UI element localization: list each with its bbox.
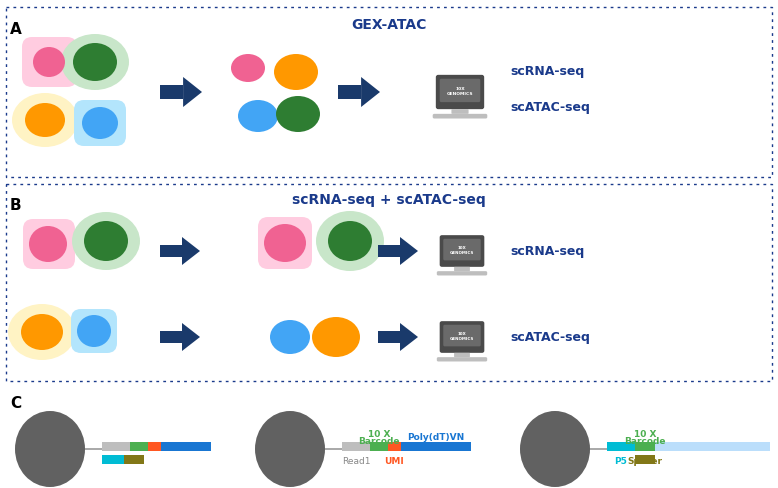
FancyBboxPatch shape — [436, 76, 484, 110]
Text: Poly(dT)VN: Poly(dT)VN — [408, 432, 464, 441]
Ellipse shape — [77, 315, 111, 347]
Text: scRNA-seq + scATAC-seq: scRNA-seq + scATAC-seq — [292, 193, 486, 206]
Polygon shape — [183, 78, 202, 108]
Ellipse shape — [520, 411, 590, 487]
Bar — [160, 331, 182, 344]
Bar — [607, 442, 635, 451]
Ellipse shape — [255, 411, 325, 487]
Bar — [338, 86, 361, 100]
FancyBboxPatch shape — [440, 322, 485, 353]
Ellipse shape — [61, 35, 129, 91]
Ellipse shape — [84, 222, 128, 262]
Text: 10X
GENOMICS: 10X GENOMICS — [450, 246, 474, 254]
FancyBboxPatch shape — [71, 309, 117, 353]
Bar — [161, 442, 211, 451]
FancyBboxPatch shape — [23, 220, 75, 269]
Ellipse shape — [274, 55, 318, 91]
Bar — [635, 455, 655, 464]
Bar — [401, 442, 471, 451]
FancyBboxPatch shape — [451, 110, 468, 115]
Ellipse shape — [316, 212, 384, 271]
Ellipse shape — [8, 305, 76, 360]
Ellipse shape — [73, 44, 117, 82]
Text: scRNA-seq: scRNA-seq — [510, 65, 584, 79]
Bar — [102, 442, 130, 451]
Bar — [378, 331, 400, 344]
Text: A: A — [10, 22, 22, 37]
Text: B: B — [10, 198, 22, 213]
Bar — [6, 184, 772, 381]
Ellipse shape — [12, 94, 78, 148]
FancyBboxPatch shape — [22, 38, 77, 88]
Text: Barcode: Barcode — [358, 436, 400, 445]
FancyBboxPatch shape — [433, 115, 487, 119]
FancyBboxPatch shape — [440, 80, 480, 103]
Text: Barcode: Barcode — [624, 436, 666, 445]
Bar — [6, 8, 772, 178]
Text: P5: P5 — [615, 456, 627, 465]
Bar — [102, 455, 124, 464]
Polygon shape — [182, 238, 200, 265]
Ellipse shape — [29, 226, 67, 263]
Bar — [148, 442, 161, 451]
Ellipse shape — [276, 97, 320, 133]
Text: Spacer: Spacer — [628, 456, 663, 465]
Text: 10 X: 10 X — [634, 429, 657, 438]
FancyBboxPatch shape — [454, 353, 470, 357]
Bar — [124, 455, 144, 464]
Bar — [655, 442, 770, 451]
Bar — [388, 442, 401, 451]
Bar — [342, 442, 370, 451]
Bar — [378, 245, 400, 258]
FancyBboxPatch shape — [454, 267, 470, 272]
Bar — [160, 245, 182, 258]
Ellipse shape — [270, 320, 310, 354]
Text: scATAC-seq: scATAC-seq — [510, 331, 590, 344]
FancyBboxPatch shape — [443, 325, 481, 346]
Polygon shape — [361, 78, 380, 108]
Bar — [130, 442, 148, 451]
Ellipse shape — [82, 108, 118, 140]
Ellipse shape — [312, 317, 360, 357]
FancyBboxPatch shape — [436, 357, 487, 362]
FancyBboxPatch shape — [74, 101, 126, 147]
Ellipse shape — [238, 101, 278, 133]
Ellipse shape — [25, 104, 65, 138]
Text: 10X
GENOMICS: 10X GENOMICS — [450, 331, 474, 340]
FancyBboxPatch shape — [436, 272, 487, 276]
Bar — [370, 442, 388, 451]
Ellipse shape — [21, 314, 63, 350]
Polygon shape — [400, 238, 418, 265]
Text: Read1: Read1 — [342, 456, 370, 465]
Ellipse shape — [231, 55, 265, 83]
Text: C: C — [10, 395, 21, 410]
FancyBboxPatch shape — [443, 239, 481, 261]
Ellipse shape — [328, 222, 372, 262]
Polygon shape — [400, 324, 418, 351]
Text: 10 X: 10 X — [368, 429, 391, 438]
Ellipse shape — [33, 48, 65, 78]
Bar — [635, 442, 655, 451]
FancyBboxPatch shape — [258, 218, 312, 269]
Polygon shape — [182, 324, 200, 351]
Bar — [160, 86, 183, 100]
Ellipse shape — [264, 224, 306, 263]
Ellipse shape — [15, 411, 85, 487]
Ellipse shape — [72, 213, 140, 270]
FancyBboxPatch shape — [440, 236, 485, 267]
Text: 10X
GENOMICS: 10X GENOMICS — [447, 87, 473, 96]
Text: scRNA-seq: scRNA-seq — [510, 245, 584, 258]
Text: GEX-ATAC: GEX-ATAC — [352, 18, 426, 32]
Text: scATAC-seq: scATAC-seq — [510, 102, 590, 114]
Text: UMI: UMI — [384, 456, 404, 465]
